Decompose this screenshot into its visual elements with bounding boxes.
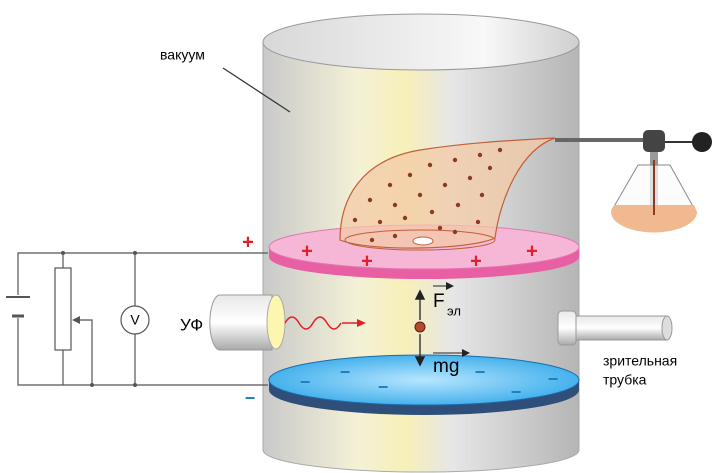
voltmeter-label: V [130,312,140,328]
uv-label: УФ [180,315,203,334]
gravity-label: mg [433,356,459,377]
uv-lamp [209,294,366,351]
minus: − [475,362,486,382]
droplet-forces: F эл mg [414,282,470,377]
plus-signs: + + + + + [242,231,538,272]
plus: + [242,231,254,253]
scope-label: зрительная [603,353,677,369]
force-label: F [433,291,445,312]
minus: − [245,388,256,408]
plus: + [361,250,373,272]
plus: + [470,250,482,272]
circuit: V [6,251,268,387]
minus: − [340,362,351,382]
force-subscript: эл [447,303,461,318]
minus: − [511,382,522,402]
atomizer [555,130,712,233]
scope-label: трубка [603,372,647,388]
plus: + [526,240,538,262]
vacuum-label: вакуум [160,47,205,63]
leader-line [222,67,291,113]
minus: − [378,377,389,397]
minus: − [300,372,311,392]
viewing-scope [557,310,673,346]
minus-signs: − − − − − − − [245,362,559,408]
minus: − [548,369,559,389]
plus: + [301,240,313,262]
lower-plate [268,354,580,415]
